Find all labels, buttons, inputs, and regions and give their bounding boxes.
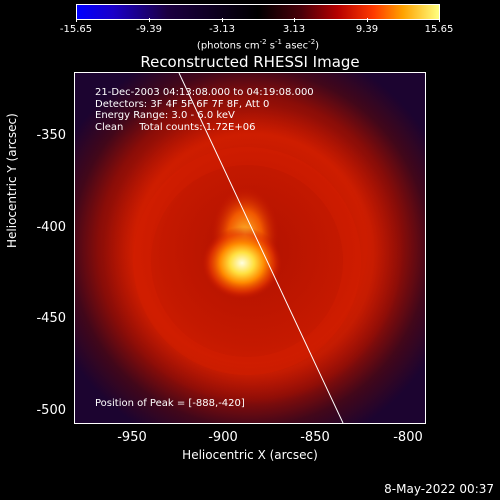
y-tick-label: -450 bbox=[36, 311, 66, 326]
colorbar-tick bbox=[149, 18, 150, 22]
y-tick-label: -500 bbox=[36, 403, 66, 418]
inner-ring bbox=[133, 147, 361, 375]
x-tick-label: -850 bbox=[300, 430, 330, 445]
colorbar-tick-label: 9.39 bbox=[355, 24, 379, 35]
peak-position: Position of Peak = [-888,-420] bbox=[95, 398, 245, 409]
colorbar-units: (photons cm-2 s-1 asec-2) bbox=[196, 38, 320, 52]
colorbar-tick-label: -9.39 bbox=[136, 24, 162, 35]
colorbar-tick bbox=[294, 18, 295, 22]
total-counts: Clean Total counts: 1.72E+06 bbox=[95, 121, 256, 133]
colorbar-tick bbox=[222, 18, 223, 22]
energy-range: Energy Range: 3.0 - 6.0 keV bbox=[95, 110, 235, 121]
image-title: Reconstructed RHESSI Image bbox=[140, 53, 360, 71]
x-axis-label: Heliocentric X (arcsec) bbox=[182, 448, 318, 462]
render-timestamp: 8-May-2022 00:37 bbox=[384, 482, 494, 496]
colorbar-tick bbox=[76, 18, 77, 22]
colorbar-tick-label: 15.65 bbox=[424, 24, 454, 35]
x-tick-label: -800 bbox=[393, 430, 423, 445]
detectors-info: Detectors: 3F 4F 5F 6F 7F 8F, Att 0 bbox=[95, 98, 270, 110]
colorbar-tick-label: 3.13 bbox=[282, 24, 306, 35]
observation-info: 21-Dec-2003 04:13:08.000 to 04:19:08.000… bbox=[95, 87, 314, 133]
colorbar-tick bbox=[367, 18, 368, 22]
solar-limb-line bbox=[178, 73, 344, 423]
x-tick-label: -950 bbox=[117, 430, 147, 445]
colorbar-tick-label: -15.65 bbox=[59, 24, 93, 35]
colorbar-tick bbox=[439, 18, 440, 22]
solar-image bbox=[75, 73, 425, 423]
y-axis-label: Heliocentric Y (arcsec) bbox=[5, 113, 19, 248]
x-tick-label: -900 bbox=[208, 430, 238, 445]
y-tick-label: -350 bbox=[36, 128, 66, 143]
y-tick-label: -400 bbox=[36, 220, 66, 235]
colorbar-tick-label: -3.13 bbox=[209, 24, 235, 35]
image-plot-area: 21-Dec-2003 04:13:08.000 to 04:19:08.000… bbox=[74, 72, 426, 424]
emission-peak bbox=[202, 227, 282, 299]
observation-time: 21-Dec-2003 04:13:08.000 to 04:19:08.000 bbox=[95, 87, 314, 98]
colorbar bbox=[76, 4, 440, 20]
